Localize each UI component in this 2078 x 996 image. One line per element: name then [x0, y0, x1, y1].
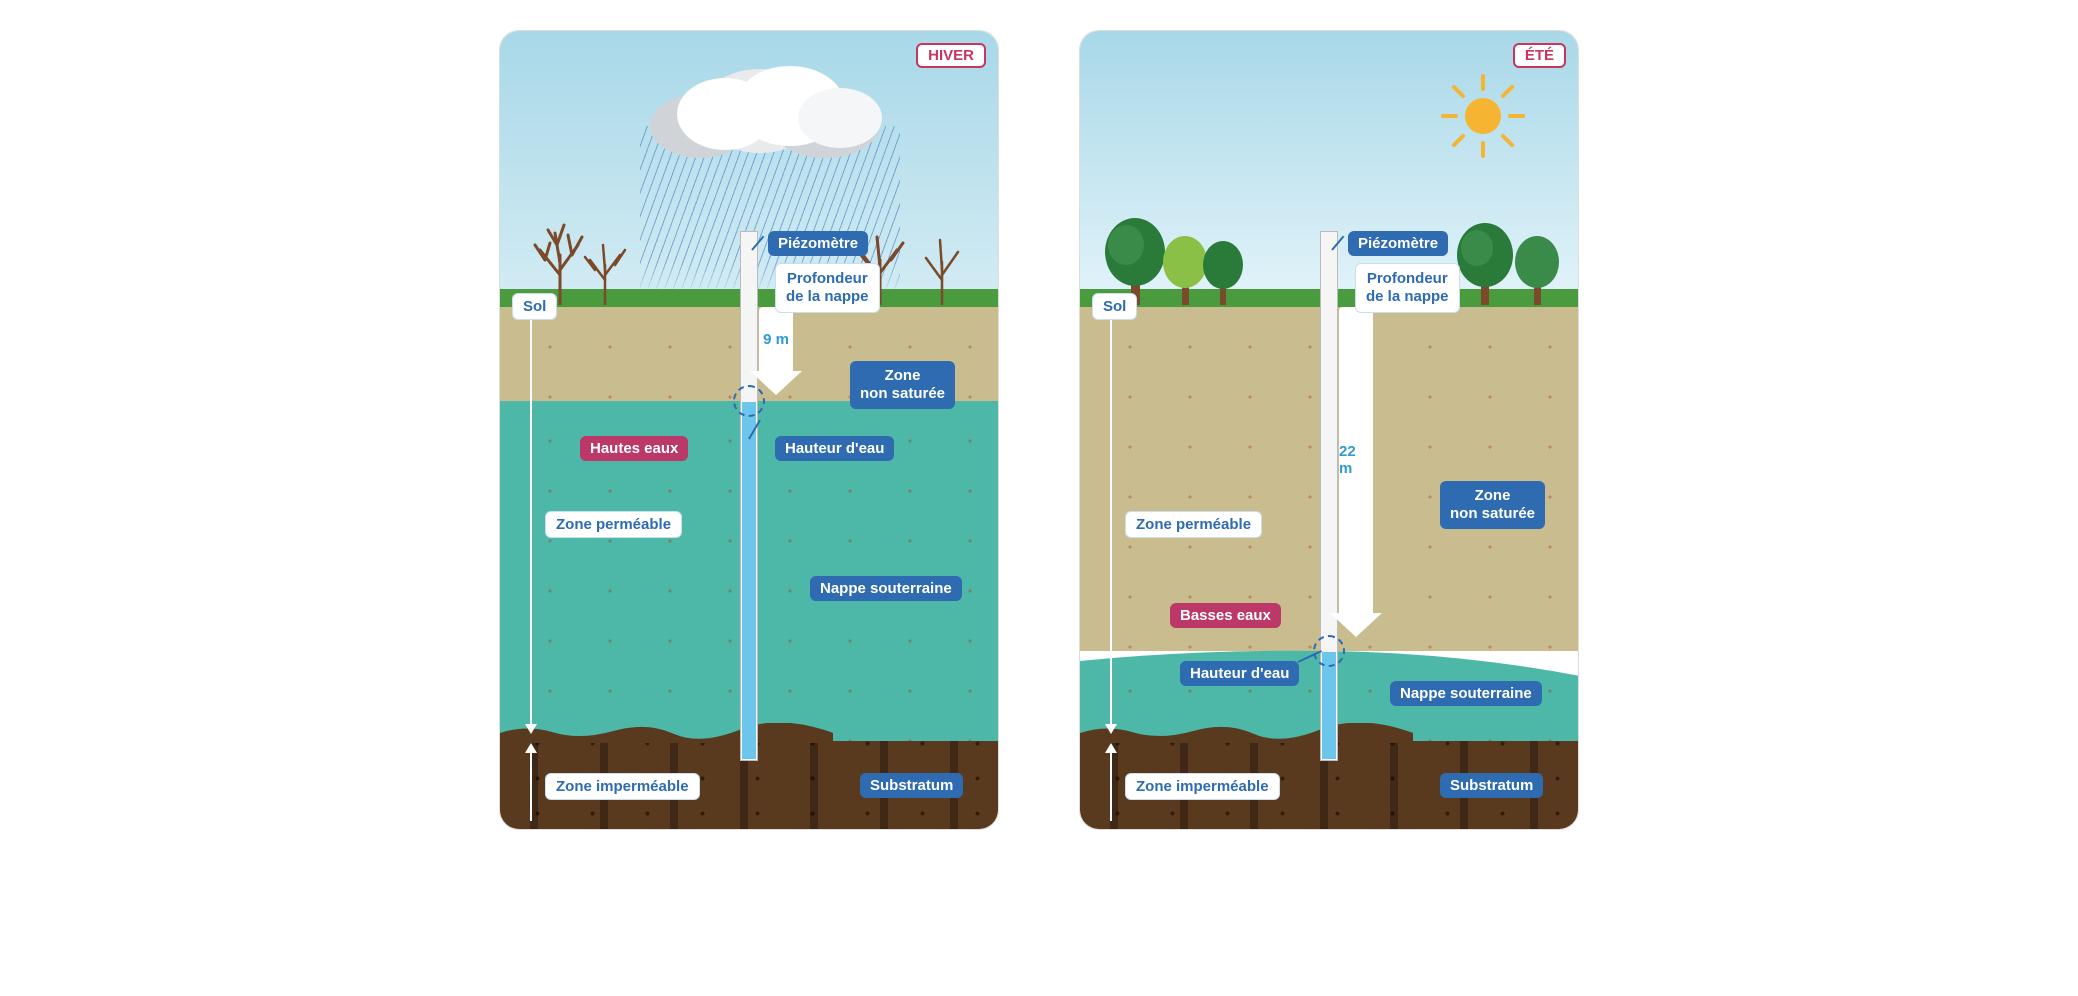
permeable-zone-arrow-icon: [530, 316, 532, 726]
zone-impermeable-label: Zone imperméable: [1125, 773, 1280, 800]
zone-non-saturee-label: Zone non saturée: [850, 361, 955, 409]
zone-permeable-label: Zone perméable: [545, 511, 682, 538]
season-badge: ÉTÉ: [1513, 43, 1566, 68]
nappe-souterraine-label: Nappe souterraine: [1390, 681, 1542, 706]
substratum-boundary: [1080, 723, 1413, 743]
piezometer-water: [1322, 652, 1336, 759]
depth-arrow-icon: 9 m: [759, 307, 793, 395]
zone-impermeable-label: Zone imperméable: [545, 773, 700, 800]
profondeur-label: Profondeur de la nappe: [1355, 263, 1460, 313]
piezometer-tube: [740, 231, 758, 761]
zone-permeable-label: Zone perméable: [1125, 511, 1262, 538]
bare-tree-icon: [910, 230, 975, 305]
substratum-label: Substratum: [860, 773, 963, 798]
season-badge: HIVER: [916, 43, 986, 68]
sun-icon: [1438, 71, 1528, 161]
rain-cloud-icon: [630, 56, 900, 166]
panel-winter: HIVER: [499, 30, 999, 830]
piezometre-label: Piézomètre: [768, 231, 868, 256]
water-state-label: Basses eaux: [1170, 603, 1281, 628]
depth-value: 22 m: [1339, 443, 1373, 477]
bare-tree-icon: [575, 235, 635, 305]
zone-non-saturee-label: Zone non saturée: [1440, 481, 1545, 529]
nappe-souterraine-label: Nappe souterraine: [810, 576, 962, 601]
water-state-label: Hautes eaux: [580, 436, 688, 461]
piezometer-water: [742, 402, 756, 759]
hauteur-eau-label: Hauteur d'eau: [1180, 661, 1299, 686]
impermeable-zone-arrow-icon: [530, 751, 532, 821]
depth-value: 9 m: [763, 331, 789, 348]
piezometre-label: Piézomètre: [1348, 231, 1448, 256]
panel-summer: ÉTÉ: [1079, 30, 1579, 830]
leafy-tree-icon: [1198, 235, 1248, 305]
substratum-boundary: [500, 723, 833, 743]
sol-label: Sol: [512, 293, 557, 320]
substratum-label: Substratum: [1440, 773, 1543, 798]
depth-arrow-icon: 22 m: [1339, 307, 1373, 637]
impermeable-zone-arrow-icon: [1110, 751, 1112, 821]
piezometer-tube: [1320, 231, 1338, 761]
sol-label: Sol: [1092, 293, 1137, 320]
hauteur-eau-label: Hauteur d'eau: [775, 436, 894, 461]
profondeur-label: Profondeur de la nappe: [775, 263, 880, 313]
permeable-zone-arrow-icon: [1110, 316, 1112, 726]
leafy-tree-icon: [1510, 230, 1565, 305]
